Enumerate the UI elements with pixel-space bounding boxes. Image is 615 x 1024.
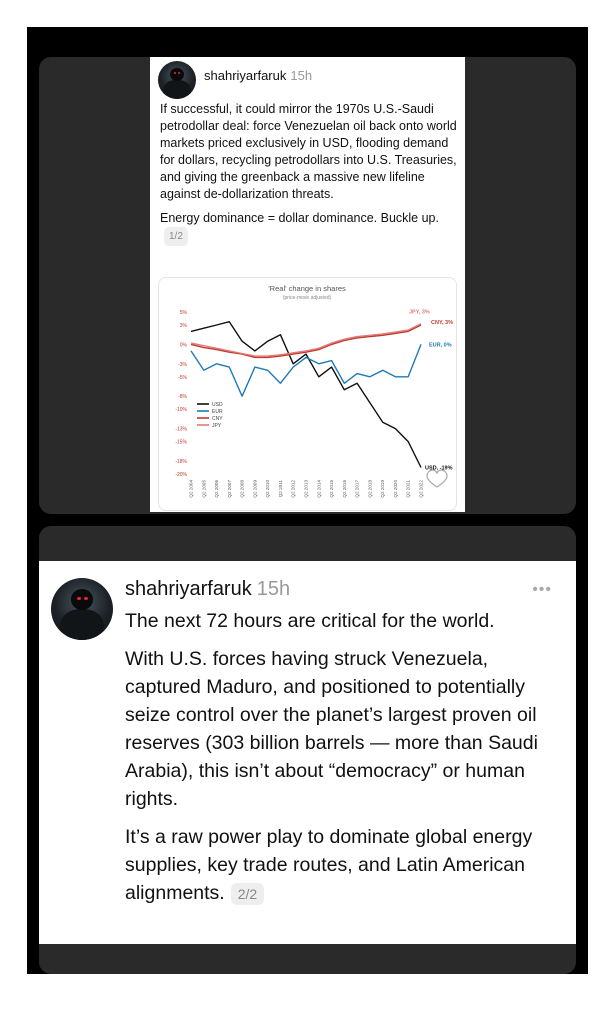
x-tick-label: Q2 2007 [227, 480, 232, 498]
x-tick-label: Q2 2022 [419, 480, 424, 498]
y-tick-label: -18% [175, 459, 187, 465]
x-tick-label: Q2 2008 [240, 480, 245, 498]
post-paragraph-last: Energy dominance = dollar dominance. Buc… [160, 210, 458, 246]
series-line-cny [190, 324, 422, 359]
x-tick-label: Q2 2021 [406, 480, 411, 498]
y-tick-label: -20% [175, 472, 187, 478]
page-badge: 1/2 [164, 227, 188, 246]
x-tick-label: Q2 2006 [214, 480, 219, 498]
x-tick-label: Q2 2014 [316, 480, 321, 498]
legend-entry: JPY [212, 423, 222, 429]
timestamp: 15h [290, 68, 313, 83]
post-1: shahriyarfaruk 15h If successful, it coul… [150, 57, 465, 512]
post-text: The next 72 hours are critical for the w… [125, 607, 565, 917]
avatar[interactable] [51, 578, 113, 640]
post-paragraph: The next 72 hours are critical for the w… [125, 610, 495, 632]
x-tick-label: Q2 2004 [189, 480, 194, 498]
y-tick-label: -13% [175, 427, 187, 433]
username[interactable]: shahriyarfaruk [125, 578, 252, 600]
y-tick-label: 0% [180, 342, 188, 348]
y-tick-label: -10% [175, 407, 187, 413]
avatar[interactable] [158, 61, 196, 99]
x-tick-label: Q2 2020 [393, 480, 398, 498]
series-end-label: JPY, 3% [409, 310, 430, 316]
post-paragraph: With U.S. forces having struck Venezuela… [125, 648, 538, 810]
post-paragraph: If successful, it could mirror the 1970s… [160, 102, 457, 201]
post-text: If successful, it could mirror the 1970s… [160, 101, 458, 253]
heart-icon[interactable] [426, 469, 448, 488]
x-tick-label: Q2 2018 [367, 480, 372, 498]
post-2: shahriyarfaruk 15h ••• The next 72 hours … [39, 561, 576, 944]
post-header: shahriyarfaruk 15h [125, 578, 290, 601]
legend-entry: EUR [212, 409, 223, 415]
y-tick-label: 5% [180, 310, 188, 316]
series-end-label: USD, -19% [425, 466, 453, 472]
username[interactable]: shahriyarfaruk [204, 68, 287, 83]
y-tick-label: -3% [178, 362, 187, 368]
line-chart: 'Real' change in shares (price-move adju… [175, 284, 453, 498]
x-tick-label: Q2 2010 [265, 480, 270, 498]
series-line-usd [190, 321, 422, 468]
chart-image[interactable]: 'Real' change in shares (price-move adju… [158, 277, 457, 511]
y-tick-label: -8% [178, 394, 187, 400]
x-tick-label: Q2 2011 [278, 480, 283, 498]
page-badge: 2/2 [230, 883, 265, 905]
x-tick-label: Q2 2013 [304, 480, 309, 498]
legend-entry: USD [212, 402, 223, 408]
chart-title: 'Real' change in shares [268, 284, 346, 293]
x-tick-label: Q2 2009 [252, 480, 257, 498]
x-tick-label: Q2 2019 [380, 480, 385, 498]
y-tick-label: 3% [180, 323, 188, 329]
series-line-eur [190, 344, 422, 397]
post-header: shahriyarfaruk 15h [204, 68, 312, 83]
x-tick-label: Q2 2015 [329, 480, 334, 498]
legend-entry: CNY [212, 416, 223, 422]
x-tick-label: Q2 2017 [355, 480, 360, 498]
x-tick-label: Q2 2016 [342, 480, 347, 498]
x-tick-label: Q2 2005 [201, 480, 206, 498]
y-tick-label: -15% [175, 440, 187, 446]
more-options-icon[interactable]: ••• [532, 581, 552, 598]
y-tick-label: -5% [178, 375, 187, 381]
post-paragraph-last: It’s a raw power play to dominate global… [125, 826, 533, 905]
timestamp: 15h [256, 578, 291, 600]
series-end-label: CNY, 3% [431, 320, 453, 326]
series-line-jpy [190, 323, 422, 357]
x-tick-label: Q2 2012 [291, 480, 296, 498]
series-end-label: EUR, 0% [429, 342, 452, 348]
chart-subtitle: (price-move adjusted) [283, 295, 332, 301]
